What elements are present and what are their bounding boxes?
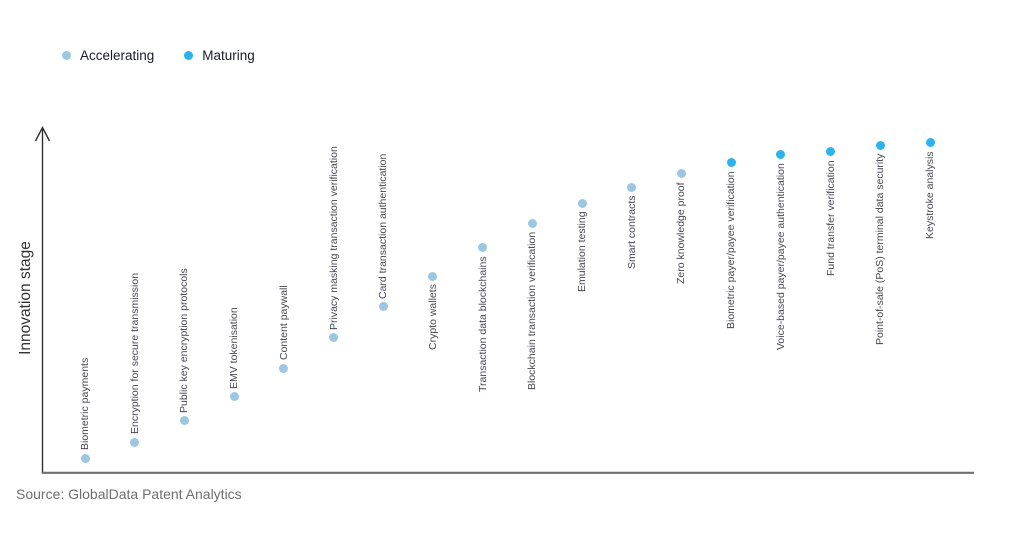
data-point-label: Point-of-sale (PoS) terminal data securi… (874, 153, 887, 345)
data-point-label: Smart contracts (625, 195, 638, 270)
data-point-label: Public key encryption protocols (178, 268, 191, 413)
data-point-dot (478, 243, 488, 253)
data-point-dot (527, 219, 537, 229)
data-point-label: Fund transfer verification (824, 160, 837, 276)
data-point-label: Biometric payer/payee verification (725, 171, 738, 329)
data-point-label: Keystroke analysis (924, 151, 936, 239)
accelerating-series-dot-icon (62, 51, 71, 60)
legend-label-maturing: Maturing (202, 48, 255, 63)
data-point-label: Blockchain transaction verification (526, 231, 539, 390)
data-point-label: Crypto wallets (426, 284, 439, 351)
data-point-dot (279, 363, 289, 373)
data-point-label: Emulation testing (576, 211, 589, 293)
source-note: Source: GlobalData Patent Analytics (16, 486, 242, 502)
data-point-dot (726, 158, 736, 168)
data-point-dot (80, 453, 90, 463)
data-point-dot (776, 150, 786, 160)
legend-item-accelerating: Accelerating (62, 48, 154, 63)
data-point-label: Biometric payments (79, 357, 91, 451)
chart-legend: Accelerating Maturing (62, 48, 255, 63)
y-axis-arrow-icon (34, 125, 51, 142)
data-point-label: Encryption for secure transmission (128, 273, 141, 435)
data-point-label: Voice-based payer/payee authentication (774, 163, 787, 350)
maturing-series-dot-icon (184, 51, 194, 60)
data-point-label: Card transaction authentication (377, 153, 390, 299)
data-point-dot (229, 392, 239, 402)
data-point-dot (925, 138, 935, 148)
data-point-dot (329, 333, 339, 343)
data-point-dot (826, 147, 836, 157)
legend-label-accelerating: Accelerating (80, 48, 155, 63)
data-point-label: Zero knowledge proof (675, 182, 688, 284)
data-point-dot (378, 302, 388, 312)
data-point-label: Privacy masking transaction verification (327, 146, 340, 330)
data-point-dot (130, 437, 140, 447)
legend-item-maturing: Maturing (184, 48, 255, 63)
data-point-dot (627, 182, 637, 192)
data-point-dot (577, 198, 587, 208)
data-point-label: Transaction data blockchains (476, 256, 489, 392)
data-point-dot (428, 271, 438, 281)
data-point-dot (875, 141, 885, 151)
data-point-label: EMV tokenisation (228, 307, 241, 389)
data-point-dot (179, 416, 189, 426)
data-point-label: Content paywall (277, 285, 290, 361)
data-point-dot (676, 169, 686, 179)
